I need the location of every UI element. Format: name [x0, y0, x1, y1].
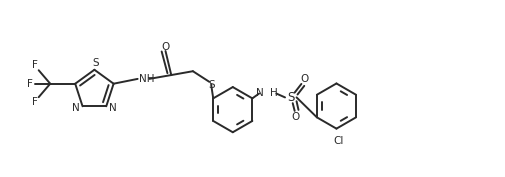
Text: S: S [209, 80, 215, 90]
Text: F: F [32, 60, 38, 70]
Text: H: H [269, 88, 277, 98]
Text: O: O [299, 74, 308, 84]
Text: O: O [161, 42, 169, 52]
Text: F: F [32, 97, 38, 107]
Text: N: N [72, 103, 79, 113]
Text: NH: NH [138, 74, 154, 84]
Text: N: N [256, 88, 264, 98]
Text: O: O [291, 112, 299, 122]
Text: N: N [109, 103, 117, 113]
Text: S: S [286, 91, 294, 104]
Text: Cl: Cl [333, 136, 343, 146]
Text: F: F [27, 79, 33, 89]
Text: S: S [92, 58, 98, 68]
